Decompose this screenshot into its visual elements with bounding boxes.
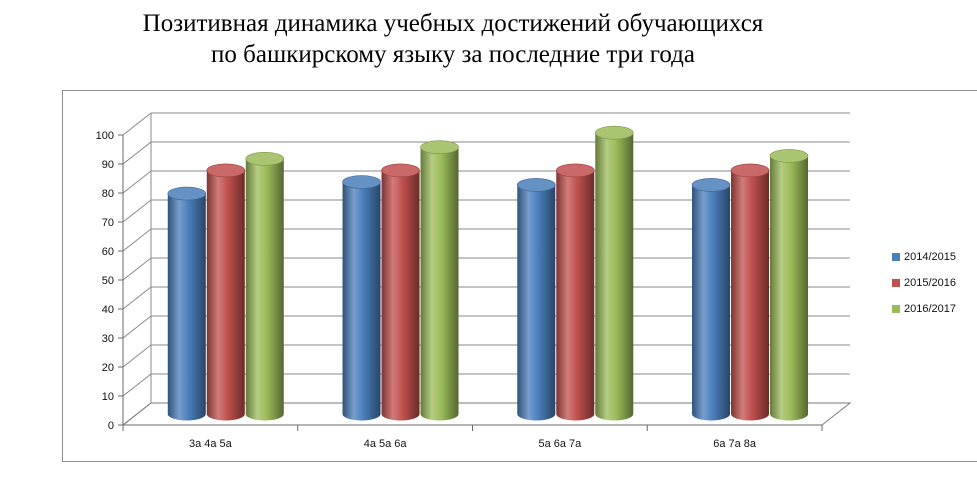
y-tick-label: 70 xyxy=(102,217,114,229)
bar-top xyxy=(167,186,207,201)
legend-label: 2015/2016 xyxy=(904,277,956,289)
bar-top xyxy=(420,140,459,154)
bar-top xyxy=(516,178,556,192)
legend-item: 2014/2015 xyxy=(892,244,956,270)
gridline-depth xyxy=(122,141,152,165)
bar-top xyxy=(730,163,770,178)
y-tick-label: 80 xyxy=(102,188,114,200)
y-tick-label: 10 xyxy=(102,391,114,403)
gridline-depth xyxy=(122,170,152,194)
bar-top xyxy=(381,163,420,178)
y-tick-label: 0 xyxy=(108,420,114,432)
gridline-depth xyxy=(122,228,152,252)
bar xyxy=(770,155,809,421)
bar xyxy=(342,182,381,421)
y-tick-label: 40 xyxy=(102,304,114,316)
legend-item: 2015/2016 xyxy=(892,270,956,296)
gridline-depth xyxy=(122,344,152,368)
chart-title-line-2: по башкирскому языку за последние три го… xyxy=(211,41,695,68)
bar xyxy=(595,132,634,421)
gridline-depth xyxy=(122,112,152,136)
bar xyxy=(556,170,595,421)
bar-top xyxy=(206,163,246,178)
bar xyxy=(167,193,206,421)
bar xyxy=(517,184,556,421)
bar-top xyxy=(342,175,381,189)
bar-top xyxy=(691,178,731,192)
legend-swatch xyxy=(892,305,900,313)
legend-label: 2014/2015 xyxy=(904,251,956,263)
bar-top xyxy=(594,125,634,140)
bar xyxy=(731,170,770,421)
legend-label: 2016/2017 xyxy=(904,303,956,315)
x-tick-label: 5а 6а 7а xyxy=(538,438,582,450)
legend-swatch xyxy=(892,279,900,287)
legend-item: 2016/2017 xyxy=(892,296,956,322)
legend-swatch xyxy=(892,253,900,261)
gridline-depth xyxy=(122,373,152,397)
gridline-depth xyxy=(122,257,152,281)
gridline-depth xyxy=(122,199,152,223)
chart-area-border xyxy=(62,90,977,462)
bar xyxy=(420,147,459,421)
bar xyxy=(245,158,284,421)
gridline-depth xyxy=(122,286,152,310)
bar xyxy=(692,184,731,421)
y-tick-label: 60 xyxy=(102,246,114,258)
bar xyxy=(206,170,245,421)
y-tick-label: 90 xyxy=(102,159,114,171)
bar-top xyxy=(555,163,595,178)
y-tick-label: 20 xyxy=(102,362,114,374)
chart-title-line-1: Позитивная динамика учебных достижений о… xyxy=(142,10,764,37)
y-tick-label: 100 xyxy=(96,130,114,142)
chart-title: Позитивная динамика учебных достижений о… xyxy=(0,8,906,70)
x-tick-label: 4а 5а 6а xyxy=(364,438,408,450)
x-tick-label: 6а 7а 8а xyxy=(713,438,757,450)
bar-top xyxy=(245,152,285,166)
y-tick-label: 50 xyxy=(102,275,114,287)
bar xyxy=(381,170,420,421)
y-tick-label: 30 xyxy=(102,333,114,345)
bar-top xyxy=(769,149,809,163)
legend: 2014/2015 2015/2016 2016/2017 xyxy=(892,244,956,322)
x-tick-label: 3а 4а 5а xyxy=(189,438,233,450)
gridline-depth xyxy=(122,315,152,339)
